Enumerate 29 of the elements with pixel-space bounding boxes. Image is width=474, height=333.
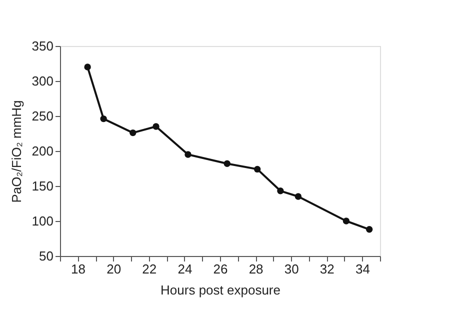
x-tick-label: 28 [248, 262, 264, 276]
x-tick-label: 32 [320, 262, 334, 276]
x-tick-label: 26 [213, 262, 228, 276]
point [366, 226, 373, 233]
y-tick-label: 250 [32, 108, 54, 124]
x-tick-label: 34 [355, 262, 370, 276]
point [277, 188, 284, 194]
y-tick-label: 150 [32, 178, 54, 194]
x-tick-label: 22 [142, 262, 157, 276]
x-tick-label: 24 [178, 262, 192, 276]
x-axis-title: Hours post exposure [160, 282, 280, 298]
x-tick-label: 30 [284, 262, 299, 276]
point [224, 160, 230, 167]
y-tick-label: 300 [32, 74, 54, 88]
y-tick-label: 200 [32, 144, 54, 158]
point [84, 64, 91, 70]
point [152, 123, 160, 130]
y-tick-label: 50 [39, 248, 54, 264]
y-tick-label: 350 [32, 38, 54, 54]
y-tick-label: 100 [32, 214, 54, 228]
y-axis-title: PaO₂/FiO₂ mmHg [8, 100, 24, 203]
x-tick-label: 20 [106, 262, 122, 276]
point [254, 166, 261, 173]
point [100, 115, 107, 122]
x-tick-label: 18 [71, 262, 86, 276]
point [184, 151, 192, 158]
point [130, 129, 136, 136]
point [294, 193, 302, 200]
point [342, 218, 350, 224]
